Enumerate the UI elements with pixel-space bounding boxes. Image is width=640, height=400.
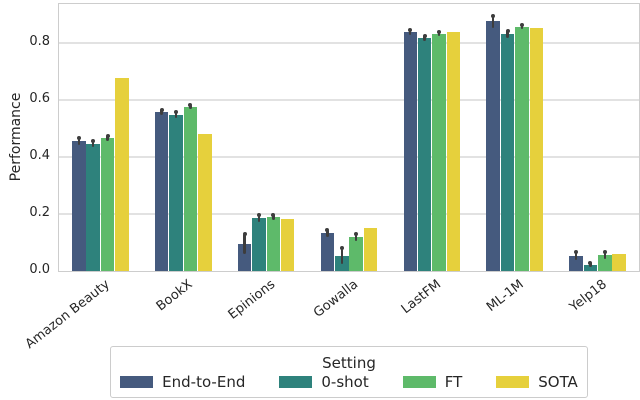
bar-FT-Amazon Beauty: [100, 137, 115, 271]
error-bar: [506, 30, 509, 38]
error-bar-cap: [188, 103, 193, 108]
error-bar: [92, 140, 95, 147]
error-bar-cap: [505, 28, 510, 33]
error-bar: [340, 247, 343, 265]
bar-FT-Gowalla: [349, 236, 363, 271]
error-bar: [106, 135, 109, 141]
error-bar: [189, 104, 192, 110]
error-bar-cap: [256, 213, 261, 218]
bar-End-to-End-Gowalla: [320, 233, 335, 271]
y-tick-0.2: 0.2: [29, 205, 50, 220]
bar-End-to-End-Yelp18: [569, 256, 583, 271]
error-bar: [243, 233, 246, 255]
bar-SOTA-Gowalla: [363, 227, 378, 271]
y-tick-0.6: 0.6: [29, 91, 50, 106]
error-bar-cap: [242, 232, 247, 237]
bar-End-to-End-ML-1M: [486, 21, 500, 271]
error-bar-cap: [519, 22, 524, 27]
bar-SOTA-BookX: [198, 134, 212, 271]
error-bar-cap: [91, 138, 96, 143]
error-bar-cap: [588, 260, 593, 265]
error-bar-cap: [602, 250, 607, 255]
bar-0-shot-LastFM: [417, 37, 432, 271]
error-bar: [77, 137, 81, 145]
legend: Setting End-to-End 0-shot FT SOTA: [110, 346, 588, 398]
error-bar: [491, 15, 495, 28]
error-bar-cap: [339, 245, 344, 250]
error-bar-cap: [408, 27, 413, 32]
error-bar: [257, 214, 261, 222]
error-bar: [603, 251, 606, 259]
plot-area: [58, 3, 640, 272]
error-bar-cap: [354, 231, 359, 236]
bar-0-shot-Amazon Beauty: [86, 143, 100, 271]
error-bar-cap: [422, 33, 427, 38]
bar-End-to-End-Epinions: [237, 243, 252, 271]
y-tick-0.4: 0.4: [29, 148, 50, 163]
error-bar-cap: [76, 136, 81, 141]
bar-0-shot-Yelp18: [583, 264, 598, 271]
legend-row: End-to-End 0-shot FT SOTA: [120, 373, 578, 391]
bar-SOTA-Yelp18: [612, 254, 626, 271]
legend-item-ft: FT: [402, 373, 462, 391]
error-bar: [326, 229, 329, 238]
error-bar-cap: [271, 212, 276, 217]
bar-FT-Yelp18: [598, 255, 612, 271]
error-bar-cap: [573, 250, 578, 255]
bar-SOTA-LastFM: [446, 32, 461, 271]
bar-End-to-End-Amazon Beauty: [72, 141, 86, 271]
error-bar-cap: [174, 109, 179, 114]
legend-item-end-to-end: End-to-End: [120, 373, 245, 391]
error-bar: [409, 29, 412, 35]
bar-0-shot-Epinions: [252, 218, 266, 271]
bar-SOTA-ML-1M: [529, 28, 544, 271]
bar-SOTA-Epinions: [280, 218, 295, 271]
error-bar-cap: [325, 228, 330, 233]
error-bar: [174, 111, 178, 118]
error-bar: [272, 214, 275, 220]
error-bar-cap: [491, 13, 496, 18]
bar-FT-BookX: [183, 107, 198, 271]
legend-swatch-ft: [402, 375, 436, 388]
gridline: [59, 42, 639, 44]
bar-End-to-End-LastFM: [403, 32, 417, 271]
gridline: [59, 213, 639, 215]
bar-0-shot-ML-1M: [500, 33, 515, 271]
legend-swatch-sota: [496, 375, 530, 388]
gridline: [59, 99, 639, 101]
error-bar: [423, 35, 426, 41]
bar-FT-ML-1M: [515, 26, 529, 271]
legend-swatch-end-to-end: [120, 375, 154, 388]
error-bar-cap: [437, 30, 442, 35]
bar-SOTA-Amazon Beauty: [115, 77, 129, 271]
bar-0-shot-BookX: [169, 114, 183, 271]
legend-swatch-0-shot: [279, 375, 313, 388]
error-bar: [520, 24, 524, 30]
error-bar-cap: [105, 133, 110, 138]
y-tick-0.0: 0.0: [29, 262, 50, 277]
legend-item-0-shot: 0-shot: [279, 373, 369, 391]
error-bar: [574, 251, 578, 261]
error-bar-cap: [159, 107, 164, 112]
error-bar: [160, 109, 163, 116]
gridline: [59, 156, 639, 158]
error-bar: [355, 233, 358, 241]
bar-FT-LastFM: [432, 33, 446, 271]
legend-item-sota: SOTA: [496, 373, 578, 391]
legend-title: Setting: [322, 353, 376, 372]
bar-End-to-End-BookX: [154, 112, 169, 271]
y-tick-0.8: 0.8: [29, 34, 50, 49]
bar-FT-Epinions: [266, 216, 281, 271]
